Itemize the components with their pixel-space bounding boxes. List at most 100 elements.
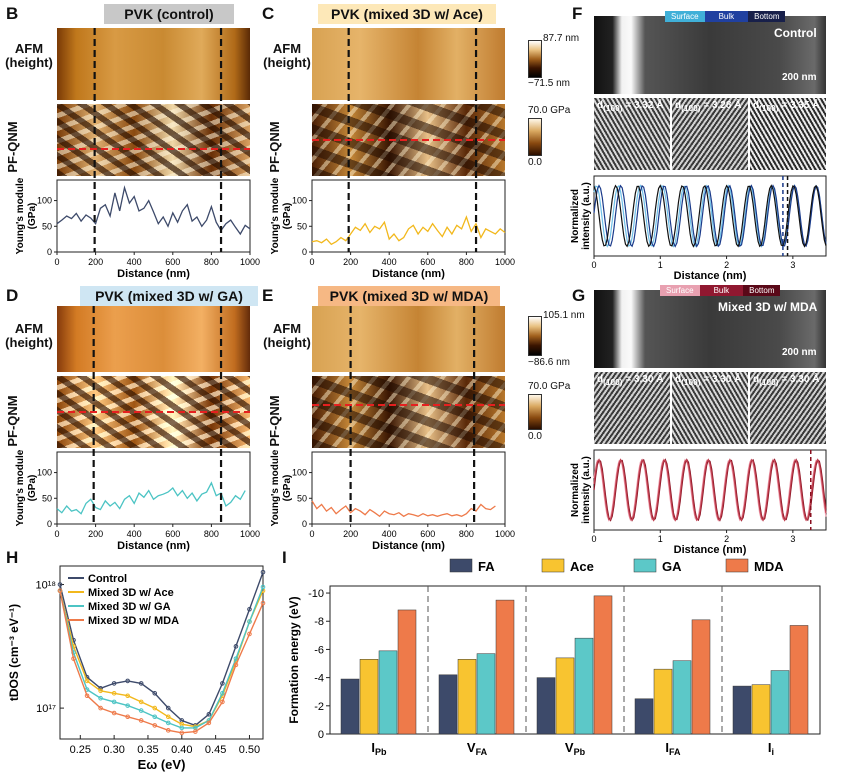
x-tick-label: 600 [420,257,435,267]
d-symbol: d [753,374,760,385]
bar-fa [340,678,360,735]
y-tick-label: 50 [42,221,52,231]
dspacing-f-3: d(100) = 3.35 Å [753,100,819,113]
x-tick-label: 1000 [240,257,260,267]
dspacing-g-2: d(100) = 3.30 Å [675,374,741,387]
tdos-series-line [59,571,264,727]
afm-colorbar-min-top: −71.5 nm [528,78,570,89]
tdos-point [206,720,212,726]
x-tick-label: 400 [382,529,397,539]
panel-label-d: D [6,286,19,305]
panel-title-e: PVK (mixed 3D w/ MDA) [318,286,500,306]
bar-mda [691,619,711,735]
hrtem-f-3 [750,98,826,170]
y-axis-title: tDOS (cm⁻³ eV⁻¹) [7,604,21,701]
panel-label-h: H [6,548,19,567]
x-tick-label: 200 [343,529,358,539]
hrtem-g-1 [594,372,670,444]
region-bar-g: Surface Bulk Bottom [660,285,781,296]
bar-mda [495,599,515,735]
y-tick-label: 0 [47,519,52,529]
y-tick-label: 0 [302,247,307,257]
tem-image-f [594,16,826,94]
d-sub: (100) [603,377,623,387]
d-sub: (100) [681,103,701,113]
bar-fa [732,685,752,735]
tdos-point [165,728,171,733]
d-sub: (100) [681,377,701,387]
x-tick-label: 1000 [495,257,515,267]
bar-ga [574,637,594,735]
afm-colorbar-top [528,40,542,78]
tdos-point [206,711,212,717]
y-tick-label: 10¹⁷ [36,703,56,715]
category-main: V [467,740,476,755]
tdos-point [125,693,130,699]
afm-label-text: AFM [14,41,44,56]
bar-ga [476,653,496,735]
d-value: 3.35 Å [789,100,820,111]
x-tick-label: 0 [309,529,314,539]
bar-ga [770,670,790,735]
plot-frame-c [311,179,506,253]
afm-image-c [312,28,505,100]
pf-colorbar-top [528,118,542,156]
tdos-point [220,699,225,705]
afm-colorbar-max-top: 87.7 nm [543,33,580,44]
d-symbol: d [597,100,604,111]
x-tick-label: 600 [165,257,180,267]
tdos-point [260,600,266,606]
panel-label-c: C [262,4,275,23]
d-symbol: d [675,100,682,111]
pf-colorbar-min-top: 0.0 [528,157,542,168]
x-tick-label: 0.35 [137,744,158,756]
category-label: IPb [371,740,387,757]
tdos-point [233,644,239,649]
profile-series-bottom [593,458,827,522]
dspacing-f-2: d(100) = 3.28 Å [675,100,741,113]
x-tick-label: 0.50 [239,744,260,756]
afm-label-b: AFM (height) [4,42,54,70]
plot-frame-h [59,565,264,740]
d-eq: = [622,374,634,385]
category-sub: Pb [574,747,586,757]
tdos-point [84,693,90,699]
panel-label-i: I [282,548,287,567]
x-tick-label: 0 [591,260,596,270]
bar-ace [359,659,379,735]
profile-series-surface [593,458,827,522]
tdos-point [98,705,103,711]
d-eq: = [778,100,790,111]
d-eq: = [700,374,712,385]
tdos-point [84,678,90,684]
y-tick-label: 100 [37,468,52,478]
category-main: I [665,740,669,755]
bar-ace [653,668,673,735]
tdos-point [98,688,103,694]
tdos-point [179,730,185,736]
tdos-point [111,690,117,696]
d-symbol: d [597,374,604,385]
region-bottom-f: Bottom [748,11,786,22]
legend-label: FA [478,559,495,574]
d-symbol: d [753,100,760,111]
x-tick-label: 2 [724,534,729,544]
tem-image-g [594,290,826,368]
tdos-point [138,718,144,723]
x-tick-label: 1 [658,260,663,270]
x-tick-label: 0.40 [171,744,192,756]
legend-label: Control [88,573,127,585]
x-axis-title: Distance (nm) [117,540,190,552]
legend-label: Mixed 3D w/ Ace [88,587,174,599]
x-tick-label: 200 [88,529,103,539]
tdos-point [233,656,239,661]
region-bulk-g: Bulk [699,285,744,296]
legend-label: Mixed 3D w/ MDA [88,615,179,627]
x-tick-label: 1000 [495,529,515,539]
dspacing-g-1: d(100) = 3.30 Å [597,374,663,387]
y-tick-label: 100 [292,468,307,478]
legend-swatch [449,558,473,573]
series-line-mda [311,500,496,518]
plot-frame-b [56,179,251,253]
x-axis-title: Distance (nm) [372,540,445,552]
